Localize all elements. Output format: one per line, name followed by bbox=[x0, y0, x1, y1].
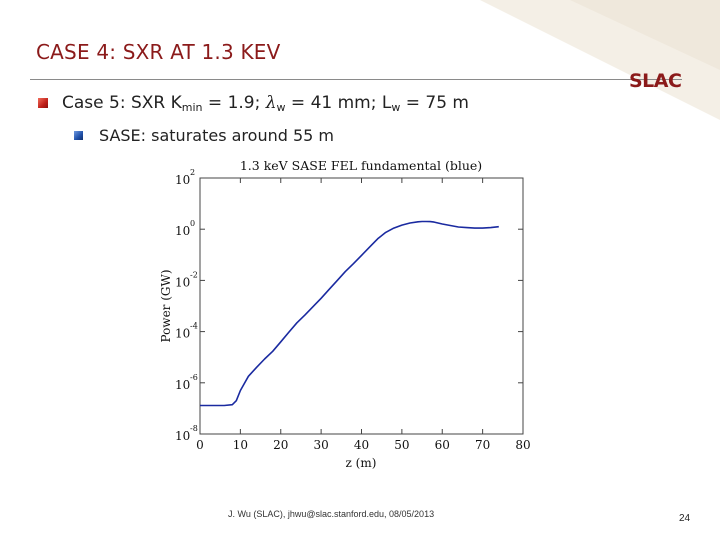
series-layer bbox=[200, 220, 499, 407]
series-line-power bbox=[200, 220, 499, 407]
x-tick-label: 80 bbox=[515, 438, 530, 452]
y-tick-label: 10 bbox=[175, 378, 190, 392]
chart-title: 1.3 keV SASE FEL fundamental (blue) bbox=[240, 158, 482, 173]
x-tick-label: 60 bbox=[435, 438, 450, 452]
footer-credit: J. Wu (SLAC), jhwu@slac.stanford.edu, 08… bbox=[228, 509, 435, 519]
bullet-sase: SASE: saturates around 55 m bbox=[99, 126, 334, 145]
slac-logo: SLAC bbox=[629, 70, 682, 92]
page-number: 24 bbox=[679, 513, 691, 524]
y-tick-label: 10 bbox=[175, 429, 190, 443]
plot-frame bbox=[199, 177, 524, 435]
y-tick-label: 10 bbox=[175, 327, 190, 341]
l-subscript: w bbox=[391, 101, 401, 114]
y-tick-exponent: -4 bbox=[190, 322, 198, 331]
x-tick-label: 30 bbox=[313, 438, 328, 452]
x-tick-label: 10 bbox=[233, 438, 248, 452]
x-axis: 0 10 20 30 40 50 60 70 80 bbox=[196, 178, 531, 452]
y-tick-exponent: 0 bbox=[190, 219, 195, 228]
y-tick-label: 10 bbox=[175, 173, 190, 187]
x-tick-label: 40 bbox=[354, 438, 369, 452]
bullet-case5: Case 5: SXR Kmin = 1.9; λw = 41 mm; Lw =… bbox=[62, 93, 469, 114]
k-value: = 1.9; bbox=[202, 93, 266, 113]
x-tick-label: 0 bbox=[196, 438, 204, 452]
corner-decoration bbox=[480, 0, 720, 120]
k-subscript: min bbox=[181, 101, 203, 114]
y-tick-exponent: -6 bbox=[190, 373, 198, 382]
sase-power-chart: 1.3 keV SASE FEL fundamental (blue) 1021… bbox=[159, 158, 531, 470]
lambda-symbol: λ bbox=[265, 93, 277, 113]
y-tick-exponent: -8 bbox=[190, 424, 198, 433]
y-axis-label: Power (GW) bbox=[159, 269, 173, 342]
l-value: = 75 m bbox=[400, 93, 469, 113]
lambda-subscript: w bbox=[276, 101, 286, 114]
y-tick-label: 10 bbox=[175, 224, 190, 238]
case5-prefix: Case 5: SXR K bbox=[62, 93, 182, 113]
lambda-value: = 41 mm; L bbox=[285, 93, 392, 113]
bullet-square-icon bbox=[38, 98, 48, 108]
x-tick-label: 50 bbox=[394, 438, 409, 452]
slide-title: CASE 4: SXR AT 1.3 KEV bbox=[36, 40, 281, 64]
y-tick-exponent: 2 bbox=[190, 168, 195, 177]
x-axis-label: z (m) bbox=[346, 456, 377, 470]
x-tick-label: 20 bbox=[273, 438, 288, 452]
x-tick-label: 70 bbox=[475, 438, 490, 452]
sub-bullet-square-icon bbox=[74, 131, 83, 140]
title-rule bbox=[30, 79, 682, 80]
y-tick-exponent: -2 bbox=[190, 270, 198, 279]
y-tick-label: 10 bbox=[175, 275, 190, 289]
